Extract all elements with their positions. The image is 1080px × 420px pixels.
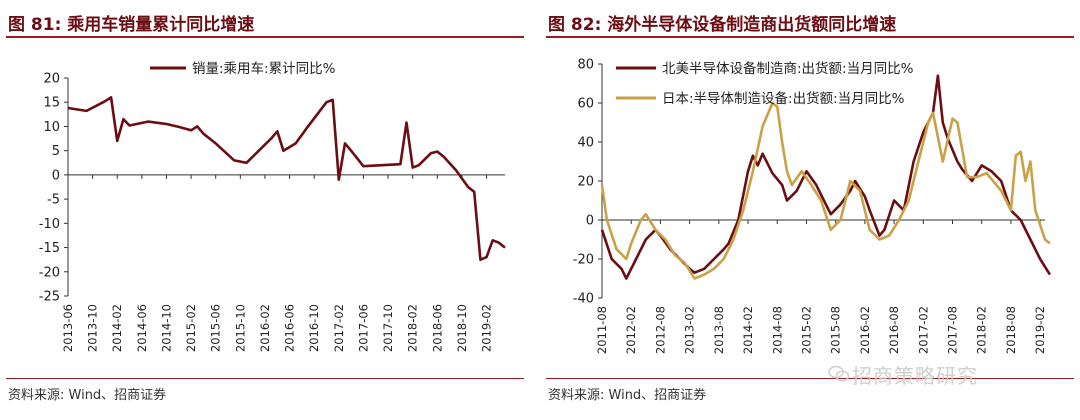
x-tick-label: 2016-06	[283, 304, 297, 352]
x-tick-label: 2014-06	[135, 304, 149, 352]
source-note: 资料来源: Wind、招商证券	[548, 388, 707, 403]
y-tick-label: 60	[577, 97, 594, 112]
x-tick-label: 2019-02	[1033, 306, 1047, 354]
x-tick-label: 2012-02	[624, 306, 638, 354]
x-tick-label: 2017-08	[946, 306, 960, 354]
y-tick-label: 80	[577, 58, 594, 73]
x-tick-label: 2016-02	[258, 304, 272, 352]
x-tick-label: 2012-08	[653, 306, 667, 354]
y-tick-label: -20	[39, 265, 60, 280]
series-line	[67, 96, 506, 261]
legend-label: 日本:半导体制造设备:出货额:当月同比%	[662, 90, 905, 107]
x-tick-label: 2014-10	[159, 304, 173, 352]
y-tick-label: 20	[43, 72, 60, 87]
x-tick-label: 2017-02	[916, 306, 930, 354]
title-rule	[546, 36, 1074, 38]
figure-title: 图 81: 乘用车销量累计同比增速	[8, 15, 255, 35]
x-tick-label: 2017-02	[332, 304, 346, 352]
x-tick-label: 2017-06	[356, 304, 370, 352]
y-tick-label: -40	[573, 292, 594, 307]
y-tick-label: 40	[577, 136, 594, 151]
series-line	[600, 101, 1051, 280]
x-tick-label: 2015-02	[799, 306, 813, 354]
x-tick-label: 2014-02	[110, 304, 124, 352]
x-tick-label: 2016-08	[887, 306, 901, 354]
x-tick-label: 2018-10	[455, 304, 469, 352]
x-tick-label: 2015-10	[233, 304, 247, 352]
wechat-icon	[828, 365, 850, 382]
y-tick-label: -20	[573, 253, 594, 268]
legend-label: 销量:乘用车:累计同比%	[192, 60, 336, 77]
y-tick-label: 0	[52, 168, 60, 183]
legend-label: 北美半导体设备制造商:出货额:当月同比%	[662, 60, 914, 77]
y-tick-label: 10	[43, 120, 60, 135]
y-tick-label: -10	[39, 217, 60, 232]
x-tick-label: 2013-10	[86, 304, 100, 352]
source-rule	[6, 378, 524, 379]
y-tick-label: -5	[47, 193, 60, 208]
x-tick-label: 2013-08	[712, 306, 726, 354]
source-note: 资料来源: Wind、招商证券	[8, 388, 167, 403]
figure-82: 图 82: 海外半导体设备制造商出货额同比增速 80 60 40 20 0 -20 -40 2…	[540, 0, 1080, 420]
y-tick-label: 15	[43, 96, 60, 111]
x-tick-label: 2015-08	[829, 306, 843, 354]
x-tick-label: 2018-08	[1004, 306, 1018, 354]
y-tick-label: -25	[39, 290, 60, 305]
y-tick-label: 0	[586, 214, 594, 229]
x-tick-label: 2011-08	[595, 306, 609, 354]
x-tick-label: 2018-06	[430, 304, 444, 352]
x-tick-label: 2016-10	[307, 304, 321, 352]
x-tick-label: 2016-02	[858, 306, 872, 354]
x-tick-label: 2019-02	[480, 304, 494, 352]
x-tick-label: 2018-02	[406, 304, 420, 352]
source-rule	[546, 378, 1074, 379]
x-tick-label: 2017-10	[381, 304, 395, 352]
x-tick-label: 2013-02	[683, 306, 697, 354]
y-tick-label: 20	[577, 175, 594, 190]
figure-title: 图 82: 海外半导体设备制造商出货额同比增速	[548, 15, 897, 35]
y-tick-label: -15	[39, 241, 60, 256]
x-tick-label: 2013-06	[61, 304, 75, 352]
x-tick-label: 2015-06	[209, 304, 223, 352]
x-tick-label: 2014-08	[770, 306, 784, 354]
watermark: 招商策略研究	[852, 364, 978, 388]
x-tick-label: 2015-02	[184, 304, 198, 352]
x-tick-label: 2014-02	[741, 306, 755, 354]
y-tick-label: 5	[52, 144, 60, 159]
figure-81: 图 81: 乘用车销量累计同比增速 20 15 10 5 0 -5 -10 -15 -20 -25…	[0, 0, 530, 420]
x-tick-label: 2018-02	[975, 306, 989, 354]
title-rule	[6, 36, 524, 38]
